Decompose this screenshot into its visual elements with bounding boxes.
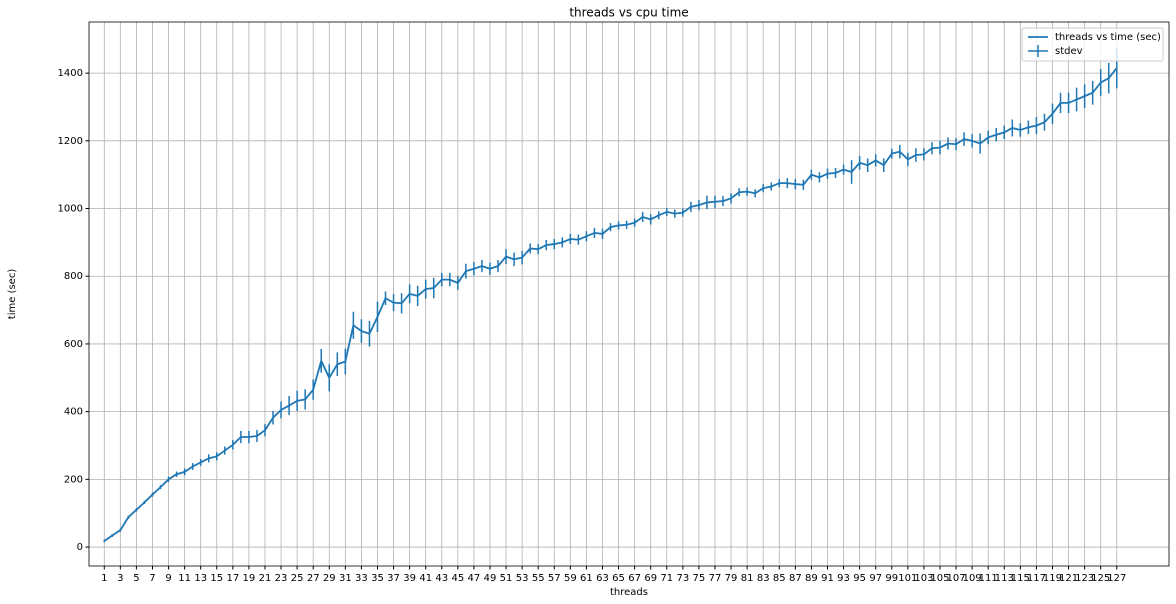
x-tick-label: 77 (709, 573, 722, 584)
x-tick-label: 37 (387, 573, 400, 584)
x-tick-label: 51 (500, 573, 513, 584)
x-tick-label: 23 (275, 573, 288, 584)
x-tick-label: 93 (837, 573, 850, 584)
y-tick-label: 1000 (58, 204, 83, 215)
chart-title: threads vs cpu time (569, 6, 688, 20)
x-tick-label: 15 (210, 573, 223, 584)
x-tick-label: 49 (484, 573, 497, 584)
x-tick-label: 17 (226, 573, 239, 584)
legend-box (1021, 27, 1164, 62)
x-tick-label: 19 (243, 573, 256, 584)
x-tick-label: 89 (805, 573, 818, 584)
x-tick-label: 5 (133, 573, 139, 584)
x-tick-label: 99 (885, 573, 898, 584)
x-tick-label: 25 (291, 573, 304, 584)
x-axis-label: threads (610, 587, 648, 598)
x-tick-label: 3 (117, 573, 123, 584)
y-tick-label: 800 (64, 271, 83, 282)
x-tick-label: 33 (355, 573, 368, 584)
legend: threads vs time (sec) stdev (1021, 27, 1164, 62)
x-tick-label: 35 (371, 573, 384, 584)
x-tick-label: 67 (628, 573, 641, 584)
plot-frame (88, 21, 1170, 567)
x-tick-label: 1 (101, 573, 107, 584)
x-tick-label: 71 (660, 573, 673, 584)
x-tick-label: 81 (741, 573, 754, 584)
x-tick-label: 41 (419, 573, 432, 584)
x-tick-label: 79 (725, 573, 738, 584)
x-tick-label: 11 (178, 573, 191, 584)
x-tick-label: 103 (914, 573, 933, 584)
x-tick-label: 121 (1059, 573, 1078, 584)
y-axis-label: time (sec) (7, 269, 18, 320)
x-tick-label: 85 (773, 573, 786, 584)
x-tick-label: 109 (963, 573, 982, 584)
x-tick-label: 9 (165, 573, 171, 584)
x-tick-label: 27 (307, 573, 320, 584)
x-tick-label: 127 (1107, 573, 1126, 584)
x-tick-label: 107 (947, 573, 966, 584)
x-tick-label: 73 (676, 573, 689, 584)
y-tick-label: 400 (64, 407, 83, 418)
x-tick-label: 105 (930, 573, 949, 584)
x-tick-label: 31 (339, 573, 352, 584)
x-tick-label: 63 (596, 573, 609, 584)
x-tick-label: 59 (564, 573, 577, 584)
y-tick-label: 600 (64, 339, 83, 350)
x-tick-label: 115 (1011, 573, 1030, 584)
x-tick-label: 125 (1091, 573, 1110, 584)
legend-label: stdev (1055, 46, 1083, 57)
x-tick-label: 119 (1043, 573, 1062, 584)
y-tick-label: 1200 (58, 136, 83, 147)
y-tick-label: 200 (64, 474, 83, 485)
x-tick-label: 39 (403, 573, 416, 584)
x-tick-label: 47 (468, 573, 481, 584)
x-tick-label: 53 (516, 573, 529, 584)
x-tick-label: 95 (853, 573, 866, 584)
data-line (103, 67, 1118, 542)
x-tick-label: 21 (259, 573, 272, 584)
x-tick-label: 65 (612, 573, 625, 584)
x-tick-label: 57 (548, 573, 561, 584)
x-tick-label: 43 (435, 573, 448, 584)
x-tick-label: 69 (644, 573, 657, 584)
legend-label: threads vs time (sec) (1055, 32, 1161, 43)
x-tick-label: 7 (149, 573, 155, 584)
x-tick-label: 101 (898, 573, 917, 584)
x-tick-label: 111 (979, 573, 998, 584)
x-tick-label: 45 (451, 573, 464, 584)
x-tick-label: 75 (693, 573, 706, 584)
x-tick-label: 117 (1027, 573, 1046, 584)
x-tick-label: 29 (323, 573, 336, 584)
x-tick-label: 83 (757, 573, 770, 584)
x-tick-label: 97 (869, 573, 882, 584)
y-tick-label: 0 (77, 542, 83, 553)
x-tick-label: 123 (1075, 573, 1094, 584)
x-tick-label: 91 (821, 573, 834, 584)
x-tick-label: 55 (532, 573, 545, 584)
x-tick-label: 61 (580, 573, 593, 584)
x-tick-label: 113 (995, 573, 1014, 584)
x-tick-label: 87 (789, 573, 802, 584)
y-tick-label: 1400 (58, 68, 83, 79)
x-tick-label: 13 (194, 573, 207, 584)
